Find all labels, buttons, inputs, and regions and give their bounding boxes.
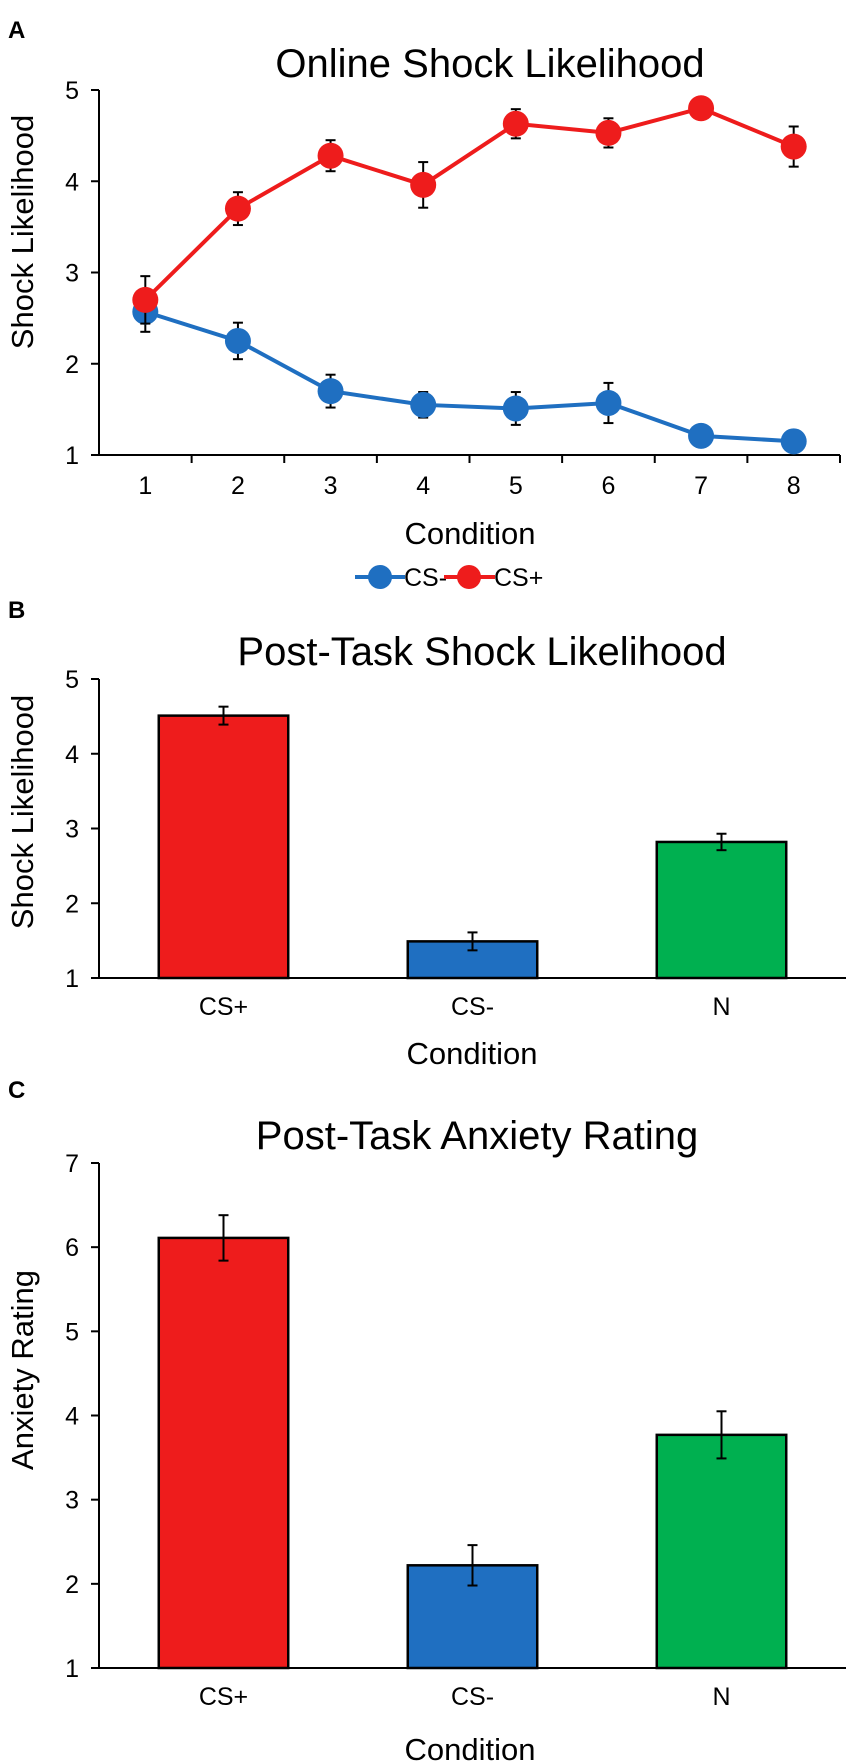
plot-area-c: 1 2 3 4 5 6 7 CS+ CS- N bbox=[65, 1150, 846, 1711]
y-axis-label-b: Shock Likelihood bbox=[5, 695, 40, 929]
panel-a-x-tick-label: 2 bbox=[231, 472, 245, 500]
panel-c-bar bbox=[157, 1236, 290, 1670]
x-axis-label-b: Condition bbox=[407, 1036, 538, 1071]
series-line-cs-minus bbox=[144, 309, 794, 444]
panel-c-bar bbox=[655, 1433, 788, 1670]
chart-title-c: Post-Task Anxiety Rating bbox=[256, 1114, 698, 1158]
data-point-cs-minus bbox=[688, 422, 715, 449]
panel-c-y-tick-label: 1 bbox=[65, 1655, 79, 1683]
panel-a-y-tick-label: 5 bbox=[65, 77, 79, 105]
panel-b-y-tick-label: 5 bbox=[65, 666, 79, 694]
data-point-cs-minus bbox=[502, 395, 529, 422]
data-point-cs-minus bbox=[780, 428, 807, 455]
panel-c: C Post-Task Anxiety Rating Anxiety Ratin… bbox=[5, 1077, 846, 1764]
panel-b-bar bbox=[655, 840, 788, 980]
panel-c-y-tick-label: 6 bbox=[65, 1234, 79, 1262]
panel-c-y-tick-label: 5 bbox=[65, 1318, 79, 1346]
panel-a-x-tick-label: 4 bbox=[416, 472, 430, 500]
panel-letter-b: B bbox=[8, 597, 25, 624]
panel-c-y-tick-label: 3 bbox=[65, 1487, 79, 1515]
legend-label-cs-plus: CS+ bbox=[494, 564, 543, 592]
panel-a-y-tick-label: 2 bbox=[65, 351, 79, 379]
plot-area-b: 1 2 3 4 5 CS+ CS- N bbox=[65, 666, 846, 1021]
panel-b-x-tick-label: N bbox=[712, 993, 730, 1021]
data-point-cs-plus bbox=[688, 95, 715, 122]
data-point-cs-plus bbox=[132, 286, 159, 313]
panel-b-x-tick-label: CS+ bbox=[199, 993, 248, 1021]
panel-a-x-tick-label: 3 bbox=[324, 472, 338, 500]
data-point-cs-plus bbox=[780, 133, 807, 160]
panel-a-y-tick-label: 4 bbox=[65, 168, 79, 196]
panel-a-y-tick-label: 3 bbox=[65, 260, 79, 288]
x-axis-label-a: Condition bbox=[405, 516, 536, 551]
panel-a-x-tick-label: 7 bbox=[694, 472, 708, 500]
panel-b-bar bbox=[157, 714, 290, 980]
panel-a-y-tick-label: 1 bbox=[65, 442, 79, 470]
panel-b-y-tick-label: 4 bbox=[65, 741, 79, 769]
data-point-cs-minus bbox=[317, 378, 344, 405]
panel-a-x-tick-label: 6 bbox=[601, 472, 615, 500]
panel-letter-a: A bbox=[8, 17, 25, 44]
panel-a: A Online Shock Likelihood Shock Likeliho… bbox=[5, 17, 841, 592]
chart-title-a: Online Shock Likelihood bbox=[275, 42, 704, 86]
panel-a-x-tick-label: 5 bbox=[509, 472, 523, 500]
panel-c-x-tick-label: CS+ bbox=[199, 1683, 248, 1711]
panel-c-y-tick-label: 2 bbox=[65, 1571, 79, 1599]
panel-c-y-tick-label: 4 bbox=[65, 1403, 79, 1431]
series-line-cs-plus bbox=[143, 106, 795, 302]
legend-marker-cs-plus bbox=[457, 565, 481, 589]
panel-a-x-tick-label: 8 bbox=[787, 472, 801, 500]
legend-a: CS- CS+ bbox=[355, 564, 543, 592]
data-point-cs-plus bbox=[317, 142, 344, 169]
chart-title-b: Post-Task Shock Likelihood bbox=[237, 630, 726, 674]
legend-label-cs-minus: CS- bbox=[404, 564, 447, 592]
panel-b-x-tick-label: CS- bbox=[451, 993, 494, 1021]
data-point-cs-minus bbox=[595, 389, 622, 416]
panel-c-y-tick-label: 7 bbox=[65, 1150, 79, 1178]
panel-a-x-tick-label: 1 bbox=[138, 472, 152, 500]
y-axis-label-a: Shock Likelihood bbox=[5, 115, 40, 349]
legend-marker-cs-minus bbox=[368, 565, 392, 589]
x-axis-label-c: Condition bbox=[405, 1732, 536, 1764]
data-point-cs-minus bbox=[224, 327, 251, 354]
data-point-cs-plus bbox=[502, 110, 529, 137]
data-point-cs-plus bbox=[224, 195, 251, 222]
plot-area-a: 1 2 3 4 5 1 2 3 4 5 6 7 8 bbox=[65, 77, 841, 500]
panel-b-y-tick-label: 3 bbox=[65, 816, 79, 844]
panel-b: B Post-Task Shock Likelihood Shock Likel… bbox=[5, 597, 846, 1071]
panel-b-y-tick-label: 1 bbox=[65, 965, 79, 993]
panel-c-x-tick-label: CS- bbox=[451, 1683, 494, 1711]
panel-letter-c: C bbox=[8, 1077, 25, 1104]
data-point-cs-minus bbox=[410, 391, 437, 418]
data-point-cs-plus bbox=[595, 119, 622, 146]
data-point-cs-plus bbox=[410, 171, 437, 198]
panel-c-x-tick-label: N bbox=[712, 1683, 730, 1711]
y-axis-label-c: Anxiety Rating bbox=[5, 1270, 40, 1470]
panel-b-y-tick-label: 2 bbox=[65, 890, 79, 918]
